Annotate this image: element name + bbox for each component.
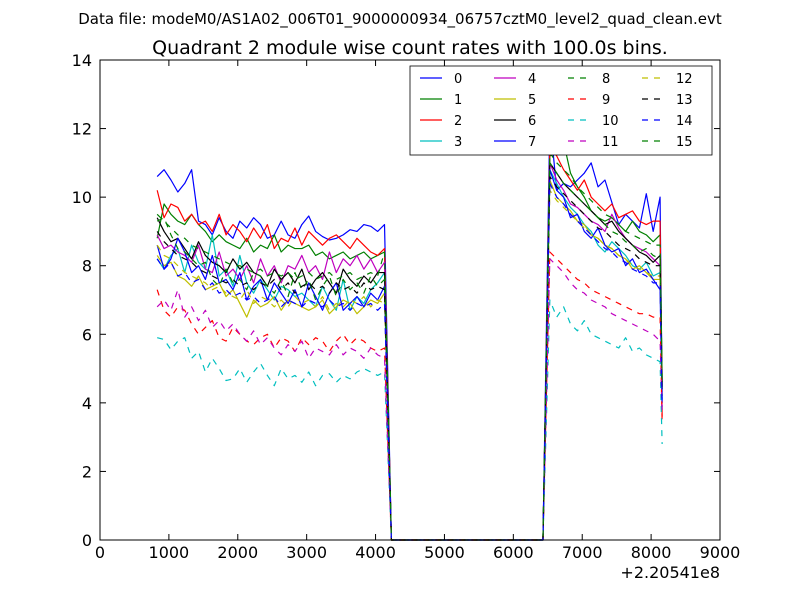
legend-label-1: 1: [454, 93, 462, 108]
legend-box: [409, 65, 713, 156]
legend-label-15: 15: [676, 135, 693, 150]
series-line-6: [156, 162, 663, 541]
plot-frame: [99, 59, 721, 541]
legend-label-2: 2: [454, 114, 462, 129]
legend-label-7: 7: [528, 135, 536, 150]
series-line-1: [156, 141, 663, 541]
y-tick-label: 2: [82, 462, 92, 481]
x-tick-label: 1000: [149, 543, 190, 562]
series-line-10: [157, 299, 663, 541]
y-tick-label: 4: [82, 394, 92, 413]
x-tick-label: 6000: [493, 543, 534, 562]
legend-label-10: 10: [602, 114, 619, 129]
figure-suptitle: Data file: modeM0/AS1A02_006T01_90000009…: [78, 10, 722, 29]
legend-label-6: 6: [528, 114, 536, 129]
legend-label-14: 14: [676, 114, 693, 129]
series-line-15: [156, 151, 663, 541]
legend-label-8: 8: [602, 72, 610, 87]
legend-label-4: 4: [528, 72, 536, 87]
series-line-9: [156, 251, 663, 541]
series-line-13: [156, 175, 663, 541]
legend-label-3: 3: [454, 135, 462, 150]
series-line-0: [156, 117, 663, 541]
y-tick-label: 10: [72, 188, 92, 207]
x-tick-label: 0: [95, 543, 105, 562]
series-line-4: [156, 162, 663, 541]
series-line-2: [156, 145, 663, 541]
series-layer: [156, 117, 663, 541]
x-tick-label: 5000: [424, 543, 465, 562]
series-line-11: [156, 258, 663, 541]
x-tick-label: 4000: [355, 543, 396, 562]
y-tick-label: 0: [82, 531, 92, 550]
y-tick-label: 12: [72, 120, 92, 139]
series-line-7: [156, 169, 663, 541]
series-line-8: [156, 162, 663, 541]
series-line-12: [156, 189, 663, 541]
legend-label-13: 13: [676, 93, 693, 108]
legend-label-11: 11: [602, 135, 619, 150]
x-tick-label: 8000: [631, 543, 672, 562]
chart-title: Quadrant 2 module wise count rates with …: [152, 37, 668, 59]
legend-label-5: 5: [528, 93, 536, 108]
x-tick-label: 7000: [562, 543, 603, 562]
x-tick-label: 9000: [700, 543, 741, 562]
legend-label-12: 12: [676, 72, 693, 87]
legend-label-9: 9: [602, 93, 610, 108]
x-tick-label: 2000: [217, 543, 258, 562]
y-tick-label: 6: [82, 325, 92, 344]
y-tick-label: 14: [72, 51, 92, 70]
axis-layer: 0 1000 2000 3000 4000 5000 6000 7000 8000 9000 0 2 4…: [72, 51, 741, 562]
series-line-14: [156, 182, 663, 541]
x-tick-label: 3000: [286, 543, 327, 562]
x-offset-text: +2.20541e8: [620, 563, 720, 582]
legend-label-0: 0: [454, 72, 462, 87]
y-tick-label: 8: [82, 257, 92, 276]
